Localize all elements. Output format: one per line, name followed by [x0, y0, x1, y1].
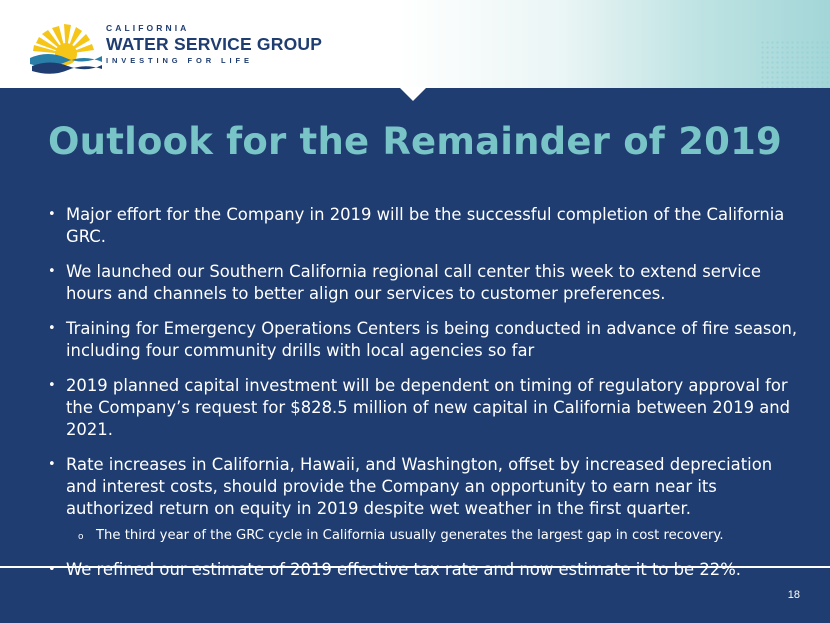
bullet-text: We refined our estimate of 2019 effectiv…: [66, 560, 741, 579]
logo-top-text: CALIFORNIA: [106, 23, 190, 33]
bullet-item: • Training for Emergency Operations Cent…: [44, 318, 804, 362]
bullet-item: • 2019 planned capital investment will b…: [44, 375, 804, 441]
sub-bullet-item: o The third year of the GRC cycle in Cal…: [44, 527, 804, 545]
bullet-dot-icon: •: [48, 264, 56, 279]
header-dot-pattern: [760, 40, 830, 88]
logo-tagline: INVESTING FOR LIFE: [106, 56, 253, 65]
bullet-text: 2019 planned capital investment will be …: [66, 376, 791, 439]
bullet-dot-icon: •: [48, 562, 56, 577]
bullet-text: Training for Emergency Operations Center…: [66, 319, 798, 360]
bullet-item: • Major effort for the Company in 2019 w…: [44, 204, 804, 248]
bullet-dot-icon: •: [48, 321, 56, 336]
bullet-dot-icon: •: [48, 207, 56, 222]
bullet-list: • Major effort for the Company in 2019 w…: [44, 204, 804, 594]
header-notch: [399, 87, 427, 101]
bullet-dot-icon: •: [48, 378, 56, 393]
bullet-text: We launched our Southern California regi…: [66, 262, 761, 303]
sub-bullet-text: The third year of the GRC cycle in Calif…: [96, 528, 724, 543]
sub-bullet-circle-icon: o: [78, 532, 84, 542]
bullet-item: • We launched our Southern California re…: [44, 261, 804, 305]
bullet-text: Major effort for the Company in 2019 wil…: [66, 205, 785, 246]
footer-divider: [0, 566, 830, 568]
bullet-item: • We refined our estimate of 2019 effect…: [44, 559, 804, 581]
header-banner: CALIFORNIA WATER SERVICE GROUP INVESTING…: [0, 0, 830, 88]
bullet-dot-icon: •: [48, 457, 56, 472]
bullet-text: Rate increases in California, Hawaii, an…: [66, 455, 773, 518]
sun-wave-logo-icon: [30, 24, 102, 74]
slide-title: Outlook for the Remainder of 2019: [48, 120, 782, 163]
company-logo: CALIFORNIA WATER SERVICE GROUP INVESTING…: [28, 20, 328, 74]
bullet-item: • Rate increases in California, Hawaii, …: [44, 454, 804, 520]
logo-main-text: WATER SERVICE GROUP: [106, 34, 323, 54]
page-number: 18: [787, 589, 800, 601]
